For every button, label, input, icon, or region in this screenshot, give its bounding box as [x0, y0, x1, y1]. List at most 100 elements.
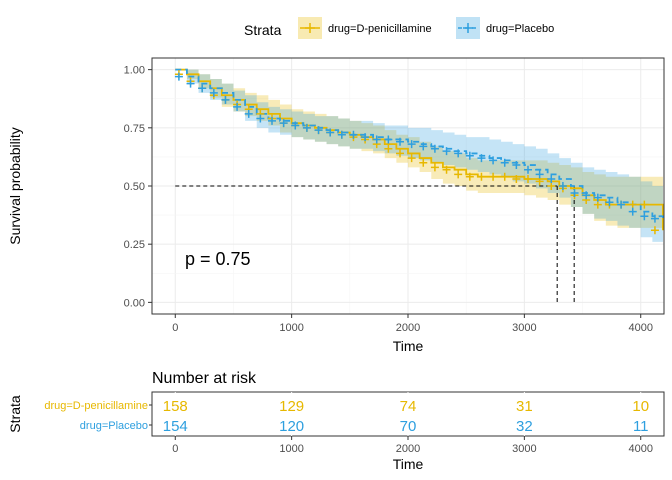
legend-label-placebo: drug=Placebo	[486, 23, 554, 35]
censor-mark-placebo	[349, 130, 358, 139]
censor-mark-d-penicillamine	[512, 175, 521, 184]
censor-mark-placebo	[419, 142, 428, 151]
censor-mark-placebo	[361, 133, 370, 142]
legend-label-d-penicillamine: drug=D-penicillamine	[328, 23, 432, 35]
censor-mark-placebo	[326, 128, 335, 137]
censor-mark-placebo	[593, 193, 602, 202]
censor-mark-d-penicillamine	[489, 172, 498, 181]
risk-rows: drug=D-penicillamine 158 129 74 31 10 drug=Pla…	[44, 398, 649, 435]
censor-mark-placebo	[650, 214, 659, 223]
censor-mark-placebo	[337, 130, 346, 139]
x-tick-label: 4000	[628, 322, 652, 334]
censor-mark-d-penicillamine	[419, 158, 428, 167]
risk-count-placebo: 32	[516, 418, 533, 435]
censor-mark-placebo	[209, 88, 218, 97]
censor-mark-placebo	[605, 198, 614, 207]
legend-plus-d-penicillamine	[305, 23, 315, 33]
y-tick-label: 1.00	[124, 65, 145, 77]
x-axis-label: Time	[393, 338, 424, 354]
censor-mark-placebo	[233, 102, 242, 111]
x-tick-label: 1000	[279, 322, 303, 334]
risk-count-d-penicillamine: 10	[632, 398, 649, 415]
x-axis-ticks: 0 1000 2000 3000 4000	[172, 314, 653, 334]
legend-title: Strata	[244, 22, 282, 38]
censor-mark-d-penicillamine	[430, 163, 439, 172]
censor-mark-d-penicillamine	[407, 154, 416, 163]
censor-mark-placebo	[489, 156, 498, 165]
x-tick-label: 2000	[396, 322, 420, 334]
legend: Strata drug=D-penicillamine drug=Placebo	[244, 17, 554, 39]
p-value-annotation: p = 0.75	[185, 249, 251, 269]
risk-x-tick-label: 3000	[512, 443, 536, 455]
censor-mark-placebo	[314, 126, 323, 135]
x-tick-label: 3000	[512, 322, 536, 334]
y-axis-ticks: 0.00 0.25 0.50 0.75 1.00	[124, 65, 152, 309]
censor-mark-placebo	[558, 182, 567, 190]
risk-count-placebo: 120	[279, 418, 304, 435]
censor-mark-placebo	[570, 188, 579, 197]
censor-mark-placebo	[442, 147, 451, 156]
risk-x-tick-label: 0	[172, 443, 178, 455]
risk-x-axis-ticks: 0 1000 2000 3000 4000	[172, 436, 653, 455]
censor-mark-placebo	[465, 151, 474, 160]
censor-mark-d-penicillamine	[628, 200, 637, 209]
risk-count-placebo: 11	[633, 418, 649, 435]
censor-mark-placebo	[535, 170, 544, 179]
censor-mark-placebo	[279, 119, 288, 128]
risk-row-label-placebo: drug=Placebo	[80, 420, 148, 432]
censor-mark-d-penicillamine	[384, 144, 393, 153]
censor-mark-d-penicillamine	[454, 170, 463, 179]
risk-y-axis-label: Strata	[7, 395, 23, 433]
censor-mark-d-penicillamine	[396, 149, 404, 158]
censor-mark-placebo	[384, 135, 393, 144]
censor-mark-placebo	[372, 135, 381, 144]
censor-mark-placebo	[174, 72, 183, 81]
y-axis-label: Survival probability	[7, 127, 23, 245]
censor-mark-d-penicillamine	[500, 172, 509, 181]
km-plot: 0 1000 2000 3000 4000 0.00 0.25 0.50 0.75 1.00 p…	[7, 57, 665, 354]
risk-x-tick-label: 2000	[396, 443, 420, 455]
x-tick-label: 0	[172, 322, 178, 334]
censor-mark-placebo	[198, 84, 207, 93]
censor-mark-placebo	[396, 137, 404, 146]
y-tick-label: 0.25	[124, 239, 145, 251]
risk-table: Number at risk drug=D-penicillamine 158 12…	[7, 370, 665, 472]
risk-count-d-penicillamine: 158	[163, 398, 188, 415]
legend-plus-placebo	[463, 23, 473, 33]
censor-mark-placebo	[524, 165, 532, 174]
censor-mark-placebo	[302, 123, 311, 132]
grid	[152, 58, 664, 314]
risk-count-d-penicillamine: 31	[516, 398, 533, 415]
censor-mark-placebo	[512, 161, 521, 170]
risk-table-title: Number at risk	[152, 370, 257, 387]
risk-count-d-penicillamine: 74	[400, 398, 417, 415]
risk-count-placebo: 70	[400, 418, 417, 435]
censor-mark-placebo	[617, 200, 626, 209]
risk-row-label-d-penicillamine: drug=D-penicillamine	[44, 400, 148, 412]
risk-x-tick-label: 4000	[628, 443, 652, 455]
y-tick-label: 0.75	[124, 123, 145, 135]
censor-mark-placebo	[256, 114, 265, 123]
censor-mark-placebo	[640, 212, 649, 221]
median-lines	[175, 185, 575, 303]
censor-mark-placebo	[454, 149, 463, 158]
y-tick-label: 0.00	[124, 297, 145, 309]
legend-entry-placebo: drug=Placebo	[456, 17, 554, 39]
risk-x-axis-label: Time	[393, 456, 424, 472]
censor-mark-placebo	[244, 109, 253, 118]
censor-mark-placebo	[477, 154, 486, 163]
censor-mark-placebo	[186, 79, 195, 88]
risk-x-tick-label: 1000	[279, 443, 303, 455]
censor-mark-d-penicillamine	[477, 172, 486, 181]
censor-mark-placebo	[221, 95, 230, 104]
risk-count-d-penicillamine: 129	[279, 398, 304, 415]
censor-mark-placebo	[628, 207, 637, 216]
censor-mark-placebo	[268, 116, 276, 125]
censor-mark-d-penicillamine	[535, 177, 544, 186]
censor-marks	[174, 70, 659, 235]
censor-mark-placebo	[547, 175, 556, 184]
censor-mark-d-penicillamine	[640, 200, 649, 209]
y-tick-label: 0.50	[124, 181, 145, 193]
legend-entry-d-penicillamine: drug=D-penicillamine	[298, 17, 432, 39]
